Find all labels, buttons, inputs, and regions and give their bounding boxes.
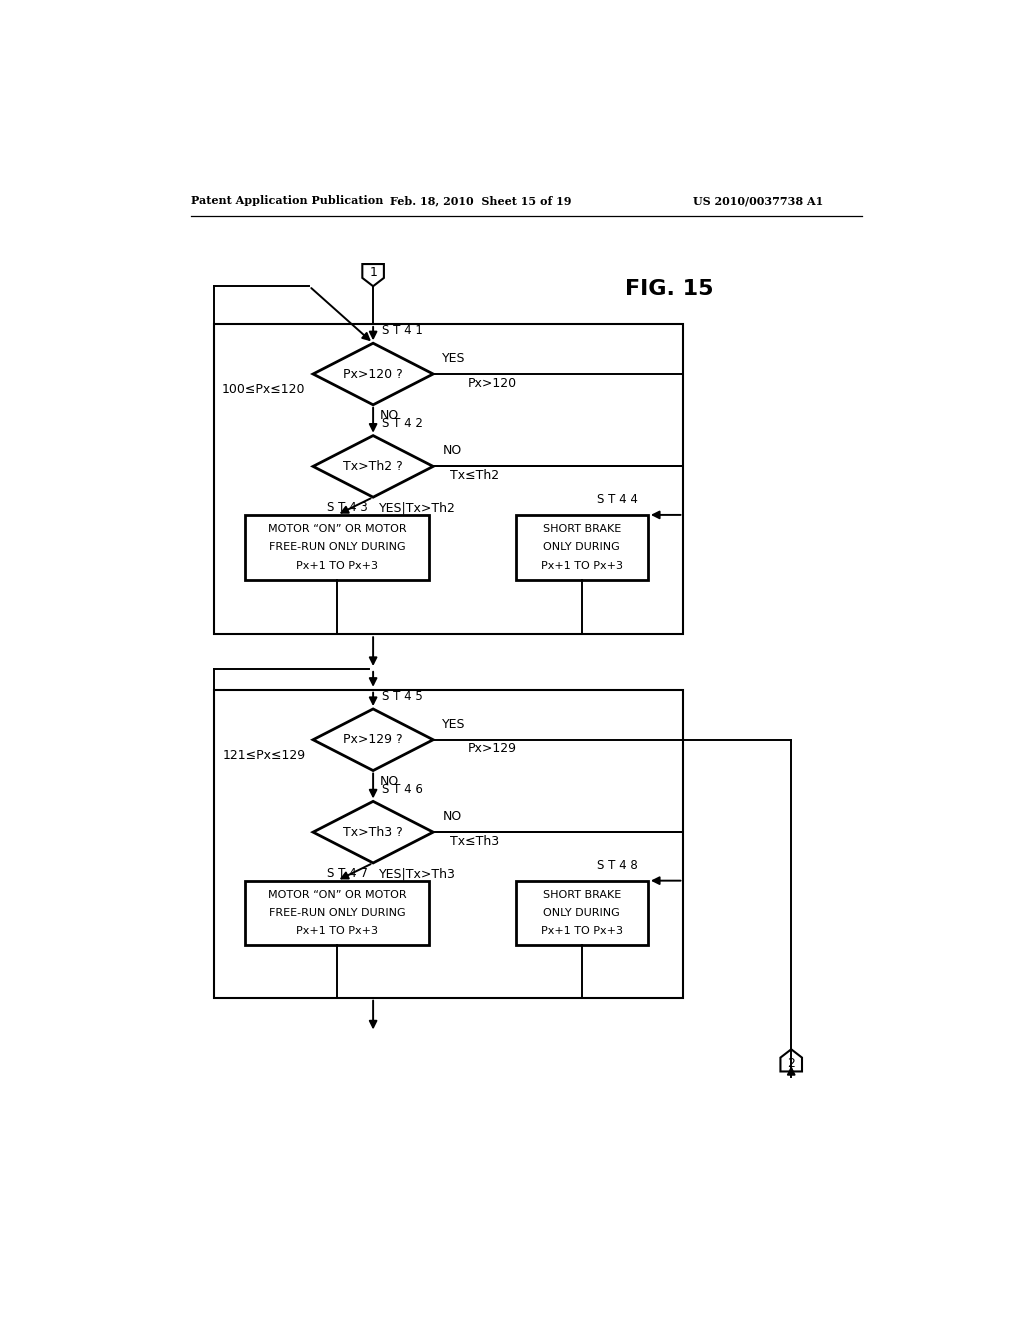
Bar [214, 323, 683, 634]
Text: Tx≤Th2: Tx≤Th2 [451, 469, 500, 482]
Text: Px+1 TO Px+3: Px+1 TO Px+3 [541, 561, 623, 570]
Text: SHORT BRAKE: SHORT BRAKE [543, 524, 621, 533]
Text: Feb. 18, 2010  Sheet 15 of 19: Feb. 18, 2010 Sheet 15 of 19 [390, 195, 571, 206]
Text: Tx≤Th3: Tx≤Th3 [451, 834, 500, 847]
Text: MOTOR “ON” OR MOTOR: MOTOR “ON” OR MOTOR [267, 524, 407, 533]
Text: Patent Application Publication: Patent Application Publication [190, 195, 383, 206]
Text: Tx>Th2 ?: Tx>Th2 ? [343, 459, 403, 473]
Text: NO: NO [379, 775, 398, 788]
Text: S T 4 2: S T 4 2 [382, 417, 423, 430]
Text: NO: NO [442, 810, 462, 824]
Text: NO: NO [442, 445, 462, 458]
Text: Px>120 ?: Px>120 ? [343, 367, 403, 380]
Text: 2: 2 [787, 1056, 796, 1069]
Text: ONLY DURING: ONLY DURING [544, 543, 621, 552]
Text: Px>120: Px>120 [468, 376, 517, 389]
Text: Px+1 TO Px+3: Px+1 TO Px+3 [296, 561, 378, 570]
Text: FREE-RUN ONLY DURING: FREE-RUN ONLY DURING [268, 908, 406, 917]
Text: YES: YES [442, 352, 466, 366]
Text: YES: YES [442, 718, 466, 731]
Text: NO: NO [379, 409, 398, 422]
Text: 121≤Px≤129: 121≤Px≤129 [222, 748, 305, 762]
Text: ONLY DURING: ONLY DURING [544, 908, 621, 917]
Bar [515, 515, 648, 579]
Text: FIG. 15: FIG. 15 [626, 280, 714, 300]
Text: Tx>Th3 ?: Tx>Th3 ? [343, 825, 403, 838]
Text: FREE-RUN ONLY DURING: FREE-RUN ONLY DURING [268, 543, 406, 552]
Text: Px+1 TO Px+3: Px+1 TO Px+3 [541, 927, 623, 936]
Bar [214, 689, 683, 998]
Text: S T 4 7: S T 4 7 [327, 867, 368, 880]
Text: 1: 1 [370, 265, 377, 279]
Text: S T 4 1: S T 4 1 [382, 325, 423, 338]
Text: S T 4 4: S T 4 4 [597, 492, 638, 506]
Text: Px>129: Px>129 [468, 742, 517, 755]
Text: S T 4 5: S T 4 5 [382, 690, 423, 704]
Bar [246, 515, 429, 579]
Text: MOTOR “ON” OR MOTOR: MOTOR “ON” OR MOTOR [267, 890, 407, 899]
Text: Px+1 TO Px+3: Px+1 TO Px+3 [296, 927, 378, 936]
Text: S T 4 6: S T 4 6 [382, 783, 423, 796]
Text: YES|Tx>Th3: YES|Tx>Th3 [379, 867, 456, 880]
Text: S T 4 3: S T 4 3 [327, 502, 368, 515]
Text: Px>129 ?: Px>129 ? [343, 733, 402, 746]
Bar [246, 880, 429, 945]
Bar [515, 880, 648, 945]
Text: SHORT BRAKE: SHORT BRAKE [543, 890, 621, 899]
Text: S T 4 8: S T 4 8 [597, 859, 638, 871]
Text: US 2010/0037738 A1: US 2010/0037738 A1 [693, 195, 823, 206]
Text: 100≤Px≤120: 100≤Px≤120 [222, 383, 305, 396]
Text: YES|Tx>Th2: YES|Tx>Th2 [379, 502, 456, 515]
